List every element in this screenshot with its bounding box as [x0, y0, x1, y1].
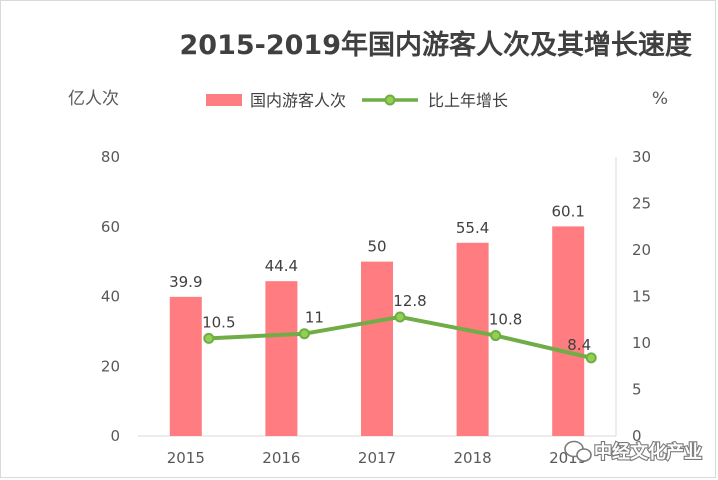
bar [169, 296, 202, 436]
left-tick-label: 80 [101, 148, 120, 166]
watermark: 中经文化产业 [564, 440, 703, 464]
legend-bar-swatch [206, 94, 242, 106]
line-data-label: 10.5 [202, 313, 235, 331]
line-point [298, 328, 310, 340]
line-data-label: 10.8 [489, 311, 522, 329]
line-point [394, 311, 406, 323]
x-tick-label: 2015 [167, 449, 205, 467]
left-tick-label: 20 [101, 357, 120, 375]
legend-line-marker [384, 94, 396, 106]
right-tick-label: 0 [632, 427, 642, 445]
bar-data-label: 60.1 [551, 202, 584, 220]
x-tick-label: 2018 [454, 449, 492, 467]
bar-data-label: 50 [367, 238, 386, 256]
left-axis-label: 亿人次 [68, 89, 119, 109]
bar [361, 261, 393, 436]
line-data-label: 11 [305, 309, 324, 327]
left-tick-label: 0 [110, 427, 120, 445]
left-tick-label: 60 [101, 218, 120, 236]
chart-title: 2015-2019年国内游客人次及其增长速度 [180, 29, 693, 61]
right-tick-label: 10 [632, 334, 651, 352]
line-data-label: 12.8 [393, 292, 426, 310]
right-axis-label: % [652, 89, 668, 109]
wechat-icon [564, 440, 592, 462]
line-point [585, 352, 597, 364]
bar-data-label: 44.4 [265, 257, 298, 275]
legend-line-label: 比上年增长 [428, 91, 508, 110]
line-data-label: 8.4 [567, 336, 591, 354]
right-tick-label: 20 [632, 241, 651, 259]
bar [265, 281, 298, 436]
right-tick-label: 15 [632, 288, 651, 306]
watermark-text: 中经文化产业 [594, 441, 702, 463]
bar [456, 242, 489, 436]
x-tick-label: 2016 [262, 449, 300, 467]
right-tick-label: 30 [632, 148, 651, 166]
line-point [203, 332, 215, 344]
bar-data-label: 55.4 [456, 219, 489, 237]
bar [552, 226, 585, 436]
right-tick-label: 5 [632, 381, 642, 399]
legend-bar-label: 国内游客人次 [250, 91, 346, 110]
line-point [490, 330, 502, 342]
x-tick-label: 2017 [358, 449, 396, 467]
left-tick-label: 40 [101, 288, 120, 306]
plot-area: 0 20 40 60 80 0 5 10 15 20 25 30 2015 39.9 2016 44.4 201… [101, 148, 651, 467]
legend: 国内游客人次 比上年增长 [206, 91, 508, 110]
bar-data-label: 39.9 [169, 273, 202, 291]
right-tick-label: 25 [632, 195, 651, 213]
